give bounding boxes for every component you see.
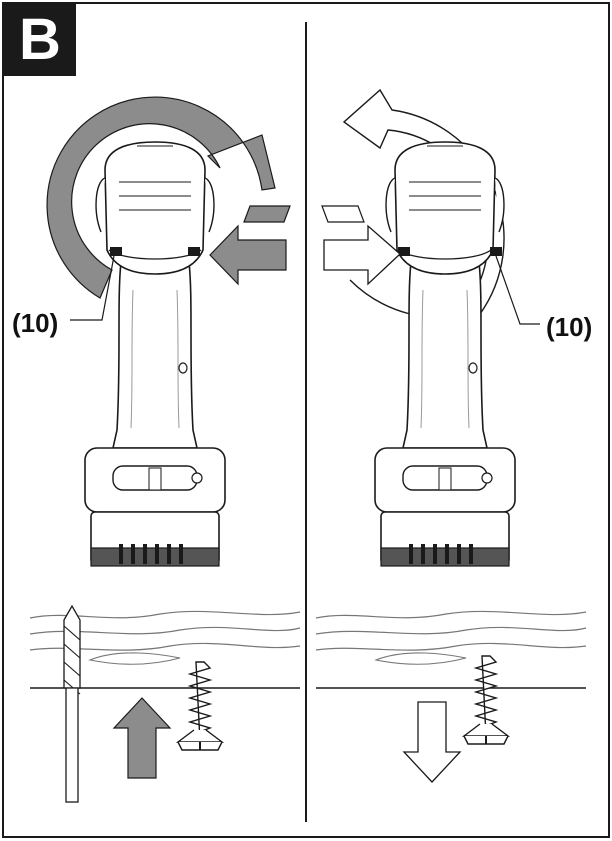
right-panel [315,88,587,783]
screw-icon [177,661,223,751]
callout-right: (10) [546,312,593,342]
direction-arrow-icon [112,697,172,779]
direction-switch [398,247,410,256]
callout-leader [70,255,115,321]
direction-arrow-icon [402,701,462,783]
drill-icon [84,141,226,567]
wood-plank [315,610,587,689]
drill-icon [374,141,516,567]
screw-icon [463,655,509,745]
push-arrow-icon [209,224,287,286]
callout-left: (10) [12,308,59,338]
callout-leader [495,255,540,325]
drill-bit-icon [63,604,81,803]
figure-label: B [4,4,76,76]
push-arrow-icon [323,224,401,286]
left-panel [29,96,301,803]
direction-switch [110,247,122,256]
rotation-arrow-icon [46,96,276,299]
